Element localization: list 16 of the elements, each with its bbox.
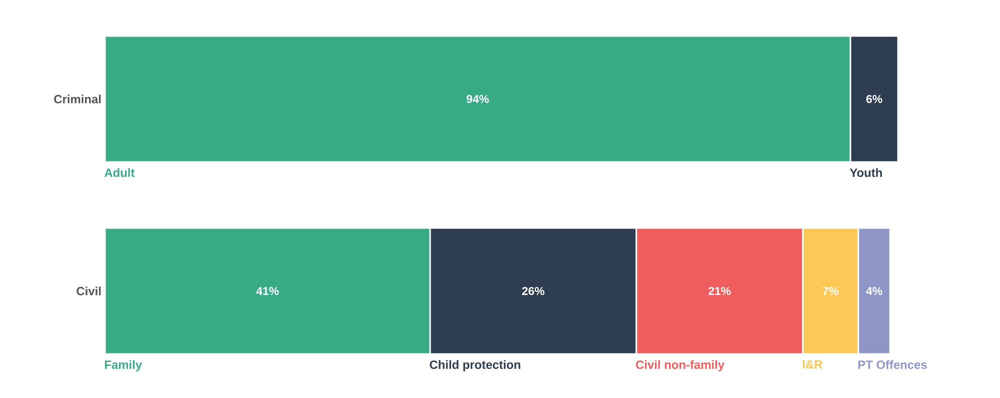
data-label: 4% <box>866 286 882 296</box>
series-label: Adult <box>104 168 135 177</box>
series-label: Child protection <box>430 360 520 372</box>
data-label: 6% <box>866 94 882 104</box>
series-label: PT Offences <box>858 360 927 369</box>
series-label: I&R <box>802 360 822 369</box>
data-label: 26% <box>522 286 544 296</box>
series-label: Youth <box>850 168 882 177</box>
data-label: 21% <box>708 286 731 296</box>
series-label: Civil non-family <box>636 360 724 372</box>
data-label: 7% <box>822 286 839 296</box>
y-tick-label: Criminal <box>54 94 101 104</box>
series-label: Family <box>104 360 142 372</box>
data-label: 94% <box>466 94 489 104</box>
y-tick-label: Civil <box>76 286 101 296</box>
data-label: 41% <box>256 286 279 296</box>
